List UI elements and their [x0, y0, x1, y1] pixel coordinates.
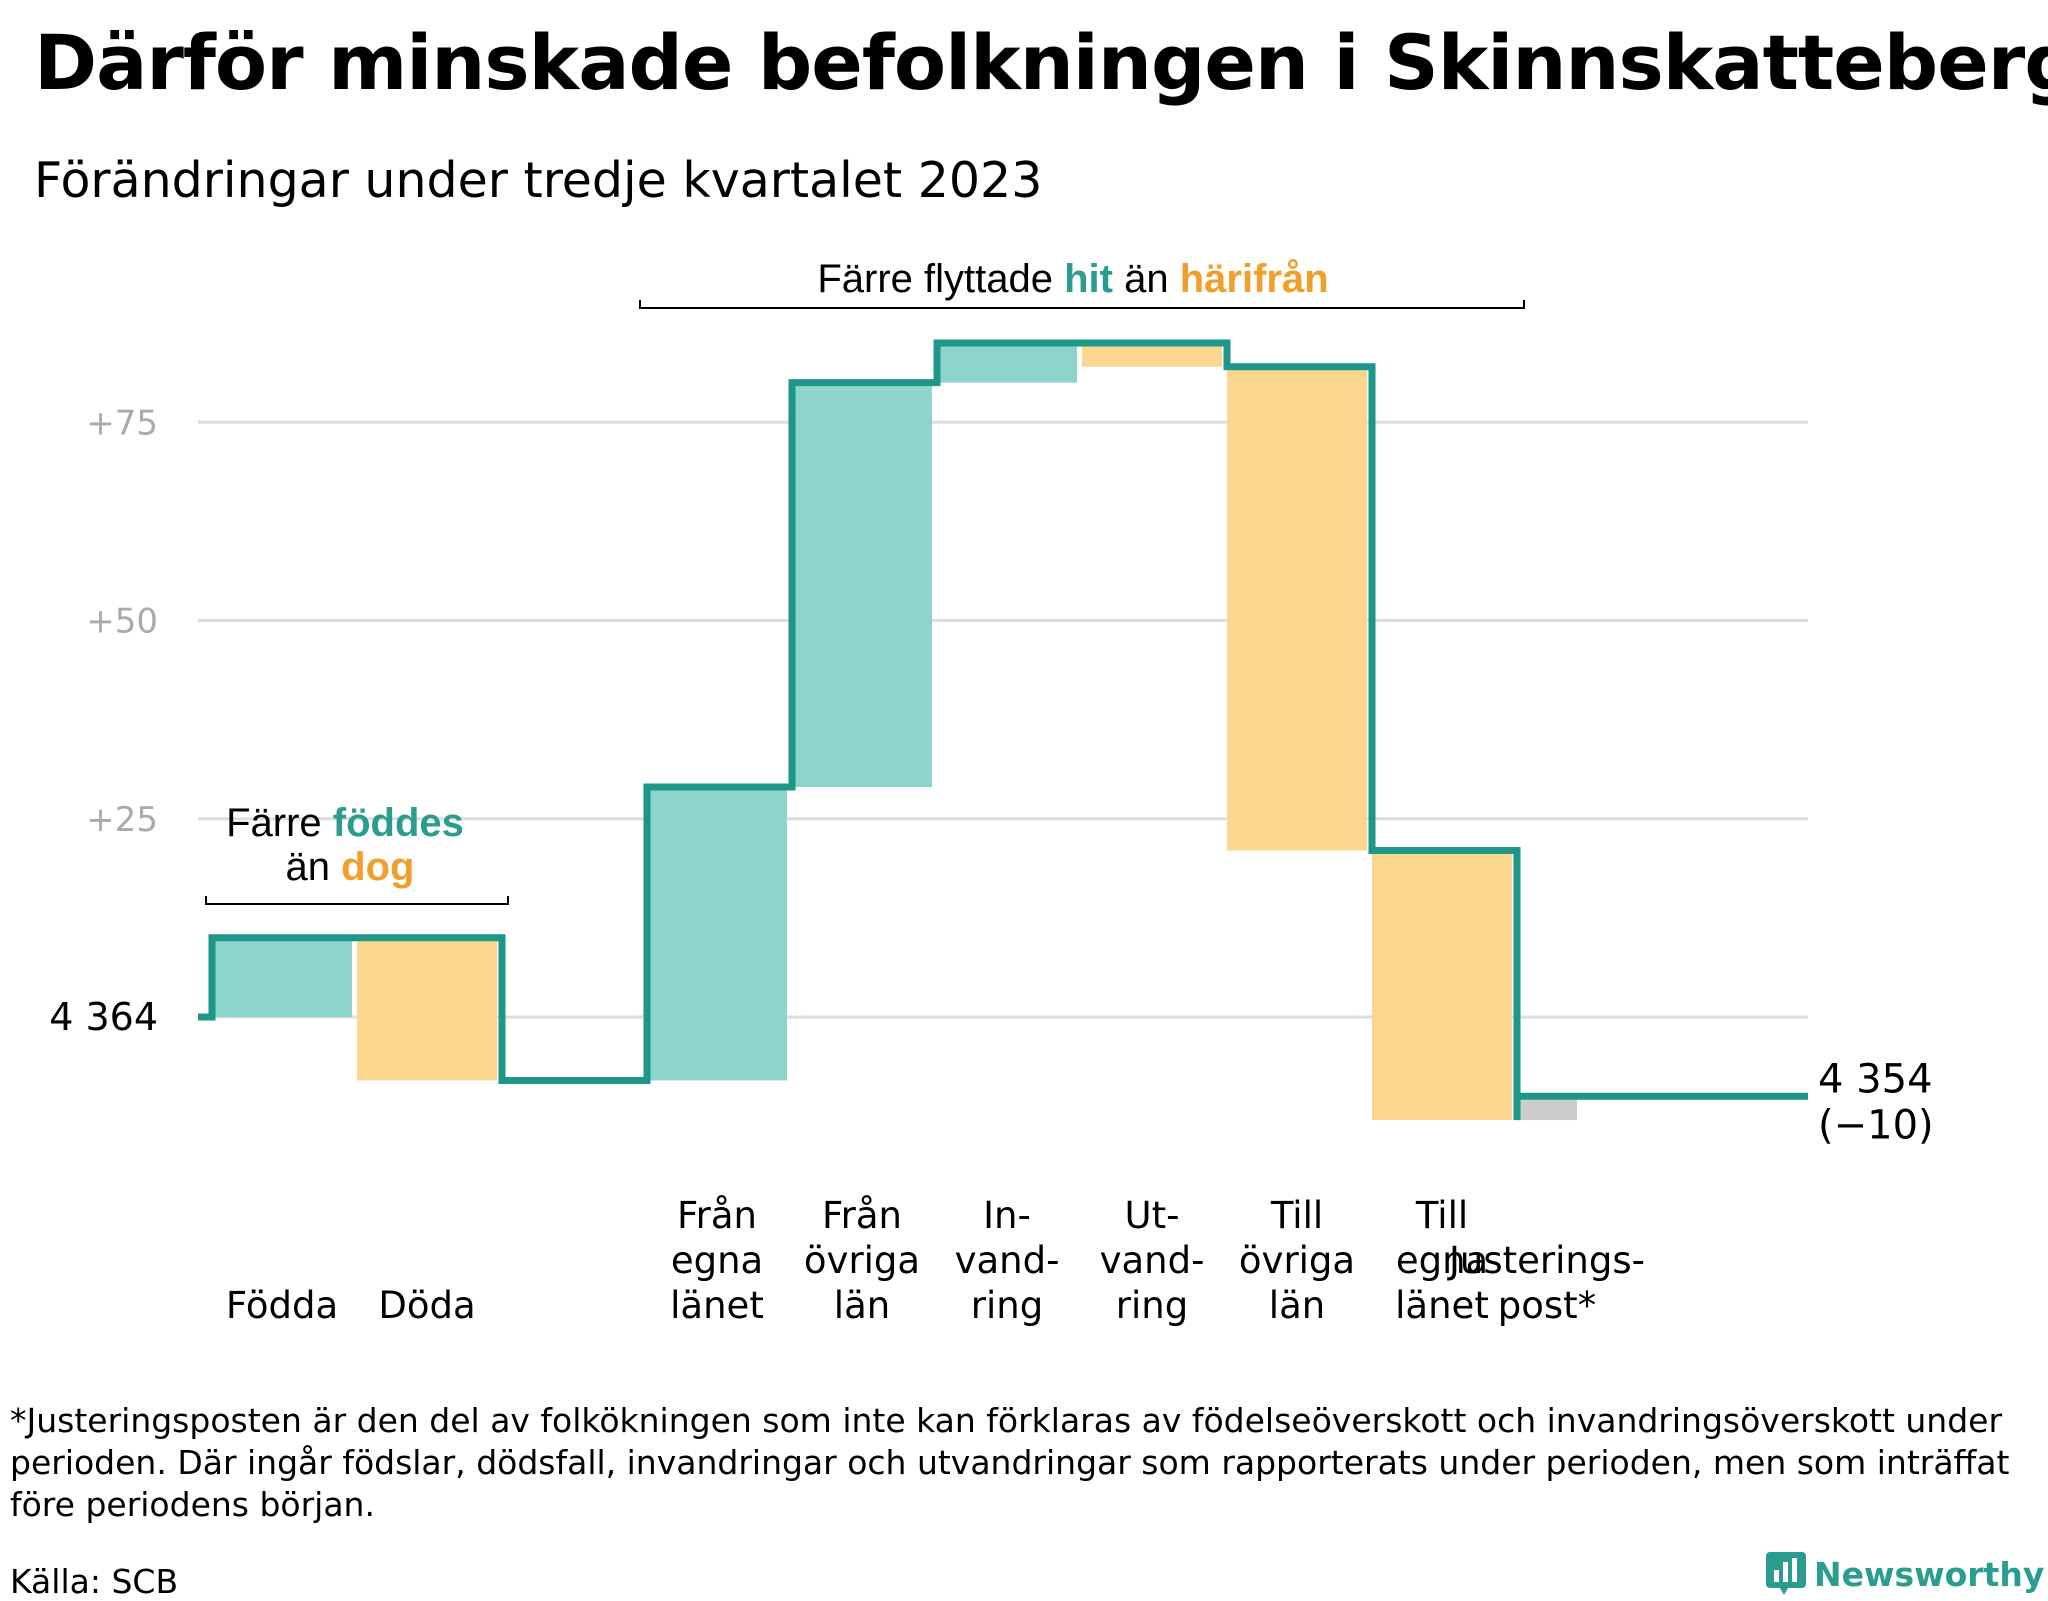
brand-name: Newsworthy — [1814, 1554, 2045, 1594]
bar — [647, 787, 787, 1081]
x-category-label: Till — [1415, 1194, 1468, 1237]
x-category-label: egna — [1396, 1239, 1488, 1282]
x-category-label: Döda — [378, 1284, 475, 1327]
x-category-label: Från — [822, 1194, 902, 1237]
newsworthy-logo-icon — [1766, 1552, 1806, 1595]
x-category-label: länet — [670, 1284, 764, 1327]
x-category-label: Justerings- — [1447, 1239, 1645, 1282]
x-category-label: post* — [1498, 1284, 1596, 1327]
bar — [357, 937, 497, 1081]
annotation-migration-bracket — [639, 300, 1525, 309]
x-category-label: Till — [1270, 1194, 1323, 1237]
annotation-part: föddes — [333, 801, 464, 845]
annotation-births-line1: Färre föddes — [226, 801, 464, 845]
x-category-label: In- — [983, 1194, 1031, 1237]
brand-logo[interactable]: Newsworthy — [1766, 1552, 2044, 1596]
x-category-label: övriga — [804, 1239, 920, 1282]
x-category-label: Från — [677, 1194, 757, 1237]
x-category-label: län — [1269, 1284, 1325, 1327]
x-category-label: egna — [671, 1239, 763, 1282]
bar — [937, 342, 1077, 383]
x-category-label: länet — [1395, 1284, 1489, 1327]
bar — [1082, 342, 1222, 367]
bar — [212, 937, 352, 1017]
annotation-part: hit — [1064, 257, 1113, 301]
start-value-label: 4 364 — [49, 995, 158, 1039]
x-category-label: Födda — [226, 1284, 338, 1327]
y-tick-label: +25 — [86, 800, 158, 840]
y-tick-label: +50 — [86, 602, 158, 642]
annotation-part: Färre flyttade — [817, 257, 1064, 301]
annotation-births-bracket — [205, 896, 509, 905]
bar — [1227, 366, 1367, 851]
bar — [1372, 850, 1512, 1121]
end-change-label: (−10) — [1818, 1102, 1934, 1148]
x-category-label: vand- — [1100, 1239, 1205, 1282]
chart-subtitle: Förändringar under tredje kvartalet 2023 — [34, 152, 1043, 209]
footnote: *Justeringsposten är den del av folkökni… — [10, 1401, 2010, 1524]
x-category-label: Ut- — [1125, 1194, 1180, 1237]
cumulative-line — [198, 339, 1808, 1121]
annotation-part: dog — [341, 845, 414, 889]
annotation-part: än — [1113, 257, 1180, 301]
annotation-part: Färre — [226, 801, 333, 845]
bar — [792, 382, 932, 788]
y-tick-label: +75 — [86, 403, 158, 443]
x-category-label: län — [834, 1284, 890, 1327]
x-category-label: ring — [971, 1284, 1043, 1327]
end-value-label: 4 354 — [1818, 1056, 1933, 1102]
annotation-part: än — [286, 845, 342, 889]
annotation-part: härifrån — [1180, 257, 1329, 301]
annotation-migration: Färre flyttade hit än härifrån — [817, 257, 1328, 301]
bar — [1517, 1096, 1577, 1121]
source-label: Källa: SCB — [10, 1562, 179, 1601]
chart-title: Därför minskade befolkningen i Skinnskat… — [34, 18, 2048, 107]
annotation-births-line2: än dog — [286, 845, 415, 889]
x-category-label: vand- — [955, 1239, 1060, 1282]
x-category-label: ring — [1116, 1284, 1188, 1327]
x-category-label: övriga — [1239, 1239, 1355, 1282]
